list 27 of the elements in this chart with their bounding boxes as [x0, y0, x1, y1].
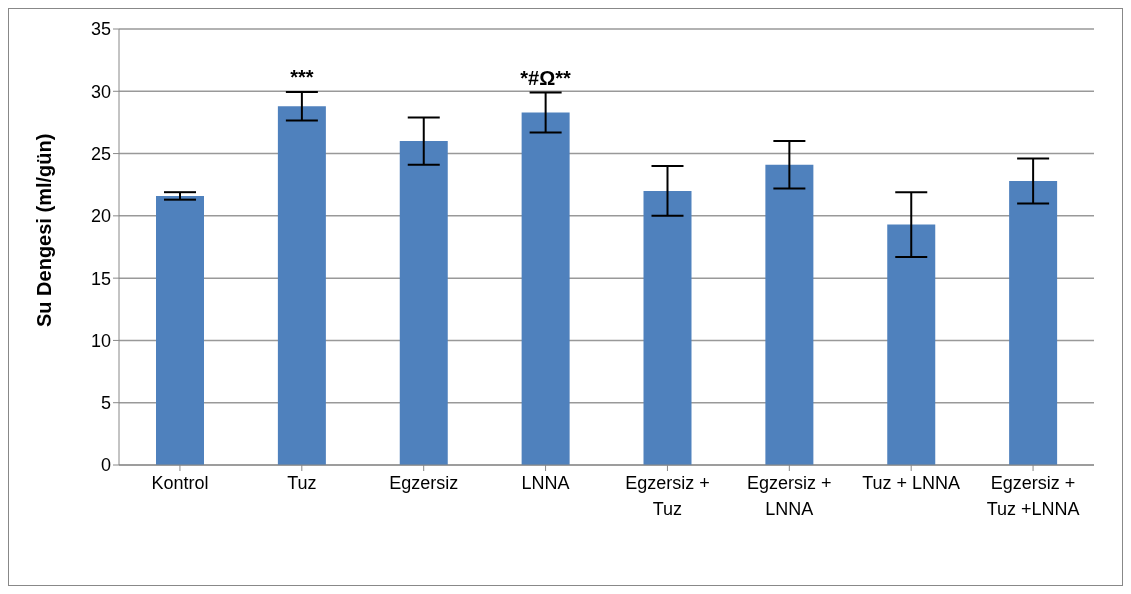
bar	[521, 112, 570, 465]
y-tick-label: 10	[90, 330, 111, 351]
y-tick-label: 5	[100, 393, 111, 414]
x-tick-label: LNNA	[521, 473, 570, 493]
x-tick-label: Egzersiz + LNNA	[747, 473, 832, 519]
bar	[887, 224, 936, 465]
x-tick-label: Egzersiz + Tuz +LNNA	[986, 473, 1080, 519]
x-tick-label: Tuz + LNNA	[862, 473, 961, 493]
x-tick-label: Egzersiz + Tuz	[625, 473, 710, 519]
bar	[765, 164, 814, 465]
annotation: ***	[290, 65, 314, 88]
annotation: *#Ω**	[520, 66, 572, 89]
bar	[399, 141, 448, 465]
x-tick-label: Kontrol	[151, 473, 209, 493]
y-tick-label: 20	[90, 206, 111, 227]
x-tick-label: Tuz	[287, 473, 317, 493]
bar	[156, 195, 204, 465]
y-tick-label: 30	[90, 81, 111, 102]
y-tick-label: 15	[90, 268, 111, 289]
bar	[643, 190, 692, 465]
bar	[277, 106, 326, 465]
y-tick-label: 35	[90, 19, 111, 40]
y-tick-label: 25	[90, 143, 111, 164]
y-tick-label: 0	[100, 455, 111, 476]
x-tick-label: Egzersiz	[389, 473, 459, 493]
bar	[1009, 180, 1058, 465]
y-axis-title: Su Dengesi (ml/gün)	[33, 133, 56, 327]
